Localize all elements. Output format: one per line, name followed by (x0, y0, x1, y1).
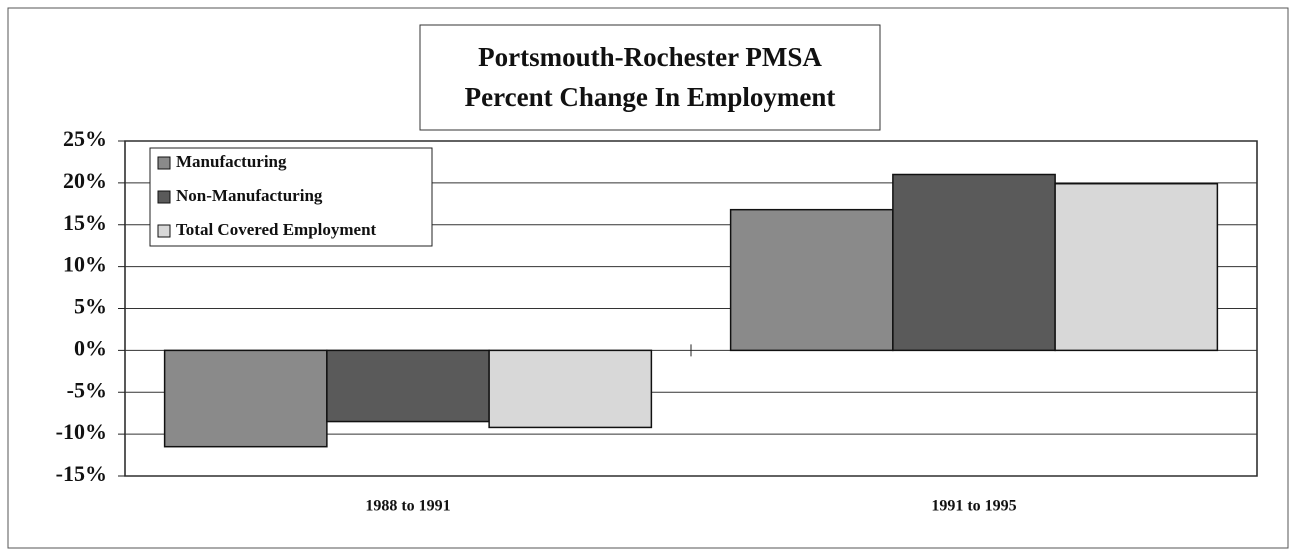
y-tick-label: 5% (74, 294, 107, 319)
legend-swatch (157, 156, 171, 170)
legend-label: Total Covered Employment (176, 220, 377, 239)
y-tick-label: 15% (63, 210, 107, 235)
bar (1054, 182, 1219, 352)
y-tick-label: 0% (74, 335, 107, 360)
x-tick-label: 1991 to 1995 (931, 498, 1016, 515)
y-tick-label: -5% (67, 377, 107, 402)
y-tick-label: 10% (63, 252, 107, 277)
title-box (419, 24, 881, 131)
y-tick-label: -15% (56, 461, 107, 486)
y-tick-label: 25% (63, 126, 107, 151)
bar (729, 208, 894, 352)
x-tick-label: 1988 to 1991 (365, 498, 450, 515)
legend-swatch (157, 224, 171, 238)
bar (892, 173, 1056, 352)
bar (326, 349, 490, 423)
legend-box (149, 147, 433, 247)
bar (488, 349, 653, 429)
legend-swatch (157, 190, 171, 204)
legend-label: Non-Manufacturing (176, 186, 323, 205)
bar (163, 349, 328, 448)
y-tick-label: -10% (56, 419, 107, 444)
chart-title: Percent Change In Employment (465, 82, 836, 112)
chart-title: Portsmouth-Rochester PMSA (478, 42, 822, 72)
y-tick-label: 20% (63, 168, 107, 193)
legend-label: Manufacturing (176, 152, 287, 171)
